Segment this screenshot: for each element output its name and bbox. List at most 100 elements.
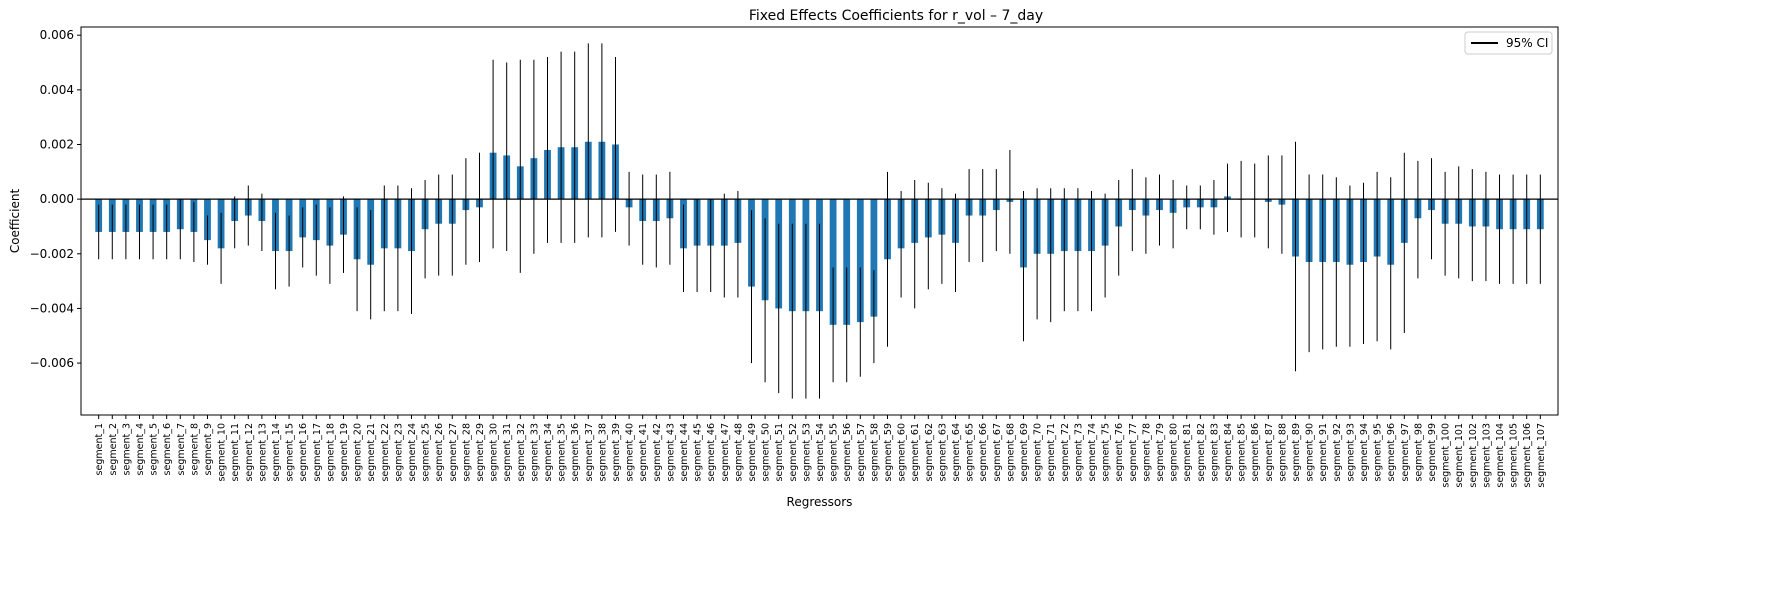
x-tick-label: segment_37 bbox=[584, 423, 595, 482]
x-tick-label: segment_83 bbox=[1209, 423, 1220, 482]
x-tick-label: segment_10 bbox=[217, 423, 228, 482]
x-tick-label: segment_28 bbox=[461, 423, 472, 482]
x-tick-label: segment_68 bbox=[1005, 423, 1016, 482]
x-tick-label: segment_18 bbox=[325, 423, 336, 482]
x-tick-label: segment_92 bbox=[1332, 423, 1343, 482]
x-tick-label: segment_25 bbox=[421, 423, 432, 482]
x-tick-label: segment_20 bbox=[353, 423, 364, 482]
x-tick-label: segment_54 bbox=[815, 423, 826, 482]
x-tick-label: segment_102 bbox=[1468, 423, 1479, 488]
x-tick-label: segment_17 bbox=[312, 423, 323, 482]
x-tick-label: segment_91 bbox=[1318, 423, 1329, 482]
x-tick-label: segment_31 bbox=[502, 423, 513, 482]
x-tick-label: segment_88 bbox=[1277, 423, 1288, 482]
x-tick-label: segment_62 bbox=[924, 423, 935, 482]
x-tick-label: segment_104 bbox=[1495, 423, 1506, 488]
x-tick-label: segment_1 bbox=[94, 423, 105, 475]
error-bars-layer bbox=[98, 43, 1541, 399]
x-tick-label: segment_60 bbox=[897, 423, 908, 482]
legend-box bbox=[1464, 31, 1553, 55]
x-tick-label: segment_19 bbox=[339, 423, 350, 482]
x-tick-label: segment_15 bbox=[285, 423, 296, 482]
y-tick-label: 0.006 bbox=[40, 28, 74, 42]
x-tick-label: segment_3 bbox=[121, 423, 132, 475]
x-tick-label: segment_105 bbox=[1509, 423, 1520, 488]
x-tick-label: segment_34 bbox=[543, 423, 554, 482]
x-tick-label: segment_67 bbox=[992, 423, 1003, 482]
bar bbox=[856, 199, 864, 323]
x-tick-label: segment_46 bbox=[706, 423, 717, 482]
x-axis-label: Regressors bbox=[787, 495, 853, 509]
x-tick-label: segment_61 bbox=[910, 423, 921, 482]
y-tick-label: 0.000 bbox=[40, 192, 74, 206]
x-tick-label: segment_48 bbox=[733, 423, 744, 482]
x-tick-label: segment_56 bbox=[842, 423, 853, 482]
x-tick-label: segment_43 bbox=[665, 423, 676, 482]
x-tick-label: segment_35 bbox=[557, 423, 568, 482]
x-tick-label: segment_69 bbox=[1019, 423, 1030, 482]
y-tick-label: −0.004 bbox=[30, 301, 74, 315]
x-tick-label: segment_50 bbox=[761, 423, 772, 482]
x-tick-label: segment_96 bbox=[1386, 423, 1397, 482]
x-tick-label: segment_38 bbox=[597, 423, 608, 482]
x-tick-label: segment_9 bbox=[203, 423, 214, 475]
x-tick-label: segment_75 bbox=[1101, 423, 1112, 482]
x-tick-label: segment_107 bbox=[1536, 423, 1547, 488]
x-tick-label: segment_65 bbox=[965, 423, 976, 482]
x-tick-label: segment_7 bbox=[176, 423, 187, 475]
x-axis-ticks: segment_1 segment_2 segment_3 segment_4 segm… bbox=[94, 415, 1547, 488]
x-tick-label: segment_64 bbox=[951, 423, 962, 482]
x-tick-label: segment_11 bbox=[230, 423, 241, 482]
x-tick-label: segment_89 bbox=[1291, 423, 1302, 482]
y-axis-ticks: −0.006 −0.004 −0.002 0.000 0.002 0.004 0.006 bbox=[30, 28, 81, 370]
x-tick-label: segment_51 bbox=[774, 423, 785, 482]
x-tick-label: segment_57 bbox=[856, 423, 867, 482]
x-tick-label: segment_32 bbox=[516, 423, 527, 482]
x-tick-label: segment_85 bbox=[1237, 423, 1248, 482]
x-tick-label: segment_12 bbox=[244, 423, 255, 482]
x-tick-label: segment_55 bbox=[829, 423, 840, 482]
x-tick-label: segment_52 bbox=[788, 423, 799, 482]
bar bbox=[829, 199, 837, 325]
y-axis-label: Coefficient bbox=[8, 189, 22, 254]
x-tick-label: segment_90 bbox=[1305, 423, 1316, 482]
y-tick-label: −0.002 bbox=[30, 247, 74, 261]
y-tick-label: −0.006 bbox=[30, 356, 74, 370]
x-tick-label: segment_4 bbox=[135, 423, 146, 475]
x-tick-label: segment_22 bbox=[380, 423, 391, 482]
x-tick-label: segment_47 bbox=[720, 423, 731, 482]
x-tick-label: segment_14 bbox=[271, 423, 282, 482]
x-tick-label: segment_81 bbox=[1182, 423, 1193, 482]
x-tick-label: segment_72 bbox=[1060, 423, 1071, 482]
x-tick-label: segment_66 bbox=[978, 423, 989, 482]
x-tick-label: segment_21 bbox=[366, 423, 377, 482]
x-tick-label: segment_24 bbox=[407, 423, 418, 482]
x-tick-label: segment_87 bbox=[1264, 423, 1275, 482]
x-tick-label: segment_82 bbox=[1196, 423, 1207, 482]
x-tick-label: segment_26 bbox=[434, 423, 445, 482]
y-tick-label: 0.002 bbox=[40, 137, 74, 151]
legend-label: 95% CI bbox=[1506, 36, 1548, 50]
x-tick-label: segment_58 bbox=[869, 423, 880, 482]
legend: 95% CI bbox=[1464, 31, 1553, 55]
y-tick-label: 0.004 bbox=[40, 83, 74, 97]
x-tick-label: segment_71 bbox=[1046, 423, 1057, 482]
x-tick-label: segment_59 bbox=[883, 423, 894, 482]
x-tick-label: segment_93 bbox=[1345, 423, 1356, 482]
x-tick-label: segment_33 bbox=[529, 423, 540, 482]
bar bbox=[870, 199, 878, 317]
x-tick-label: segment_103 bbox=[1481, 423, 1492, 488]
x-tick-label: segment_49 bbox=[747, 423, 758, 482]
x-tick-label: segment_73 bbox=[1073, 423, 1084, 482]
x-tick-label: segment_27 bbox=[448, 423, 459, 482]
x-tick-label: segment_39 bbox=[611, 423, 622, 482]
x-tick-label: segment_36 bbox=[570, 423, 581, 482]
x-tick-label: segment_30 bbox=[489, 423, 500, 482]
x-tick-label: segment_5 bbox=[149, 423, 160, 475]
bar bbox=[843, 199, 851, 325]
x-tick-label: segment_76 bbox=[1114, 423, 1125, 482]
x-tick-label: segment_77 bbox=[1128, 423, 1139, 482]
x-tick-label: segment_40 bbox=[625, 423, 636, 482]
